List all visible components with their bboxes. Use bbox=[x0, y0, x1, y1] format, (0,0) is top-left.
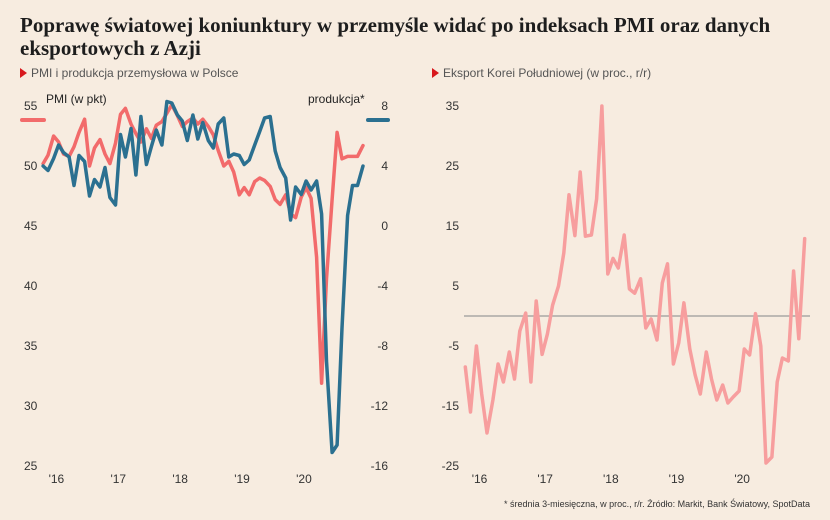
right-chart-y-tick-label: -5 bbox=[448, 339, 459, 353]
right-y-tick-label: -8 bbox=[377, 339, 388, 353]
red-triangle-marker-icon bbox=[20, 68, 27, 78]
right-chart-title: Eksport Korei Południowej (w proc., r/r) bbox=[432, 66, 651, 80]
left-x-tick-label: '16 bbox=[49, 472, 65, 486]
right-chart-title-text: Eksport Korei Południowej (w proc., r/r) bbox=[443, 66, 652, 80]
left-chart-title: PMI i produkcja przemysłowa w Polsce bbox=[20, 66, 238, 80]
right-chart-y-tick-label: -25 bbox=[442, 459, 460, 473]
source-note: * średnia 3-miesięczna, w proc., r/r. Źr… bbox=[504, 499, 810, 509]
korea-exports-line bbox=[463, 104, 807, 465]
right-y-tick-label: -16 bbox=[371, 459, 389, 473]
right-chart-y-tick-label: 5 bbox=[452, 279, 459, 293]
left-y-tick-label: 55 bbox=[24, 99, 38, 113]
left-y-tick-label: 45 bbox=[24, 219, 38, 233]
right-chart-y-tick-label: 15 bbox=[446, 219, 460, 233]
pmi-axis-label: PMI (w pkt) bbox=[46, 92, 107, 106]
left-y-tick-label: 40 bbox=[24, 279, 38, 293]
right-x-tick-label: '20 bbox=[734, 472, 750, 486]
red-triangle-marker-icon bbox=[432, 68, 439, 78]
left-x-tick-label: '19 bbox=[234, 472, 250, 486]
right-y-tick-label: -4 bbox=[377, 279, 388, 293]
production-line bbox=[41, 99, 365, 455]
production-axis-label: produkcja* bbox=[308, 92, 365, 106]
left-y-tick-label: 35 bbox=[24, 339, 38, 353]
pmi-line bbox=[41, 103, 365, 385]
right-y-tick-label: 0 bbox=[381, 219, 388, 233]
right-y-tick-label: 4 bbox=[381, 159, 388, 173]
left-y-tick-label: 50 bbox=[24, 159, 38, 173]
left-x-tick-label: '18 bbox=[172, 472, 188, 486]
left-y-tick-label: 25 bbox=[24, 459, 38, 473]
right-chart-y-tick-label: 35 bbox=[446, 99, 460, 113]
right-chart-y-tick-label: 25 bbox=[446, 159, 460, 173]
right-x-tick-label: '18 bbox=[603, 472, 619, 486]
left-chart-title-text: PMI i produkcja przemysłowa w Polsce bbox=[31, 66, 239, 80]
right-y-tick-label: -12 bbox=[371, 399, 389, 413]
right-x-tick-label: '19 bbox=[669, 472, 685, 486]
headline: Poprawę światowej koniunktury w przemyśl… bbox=[20, 13, 771, 60]
left-x-tick-label: '17 bbox=[110, 472, 126, 486]
right-x-tick-label: '17 bbox=[537, 472, 553, 486]
right-x-tick-label: '16 bbox=[472, 472, 488, 486]
right-y-tick-label: 8 bbox=[381, 99, 388, 113]
left-y-tick-label: 30 bbox=[24, 399, 38, 413]
left-x-tick-label: '20 bbox=[296, 472, 312, 486]
right-chart-y-tick-label: -15 bbox=[442, 399, 460, 413]
